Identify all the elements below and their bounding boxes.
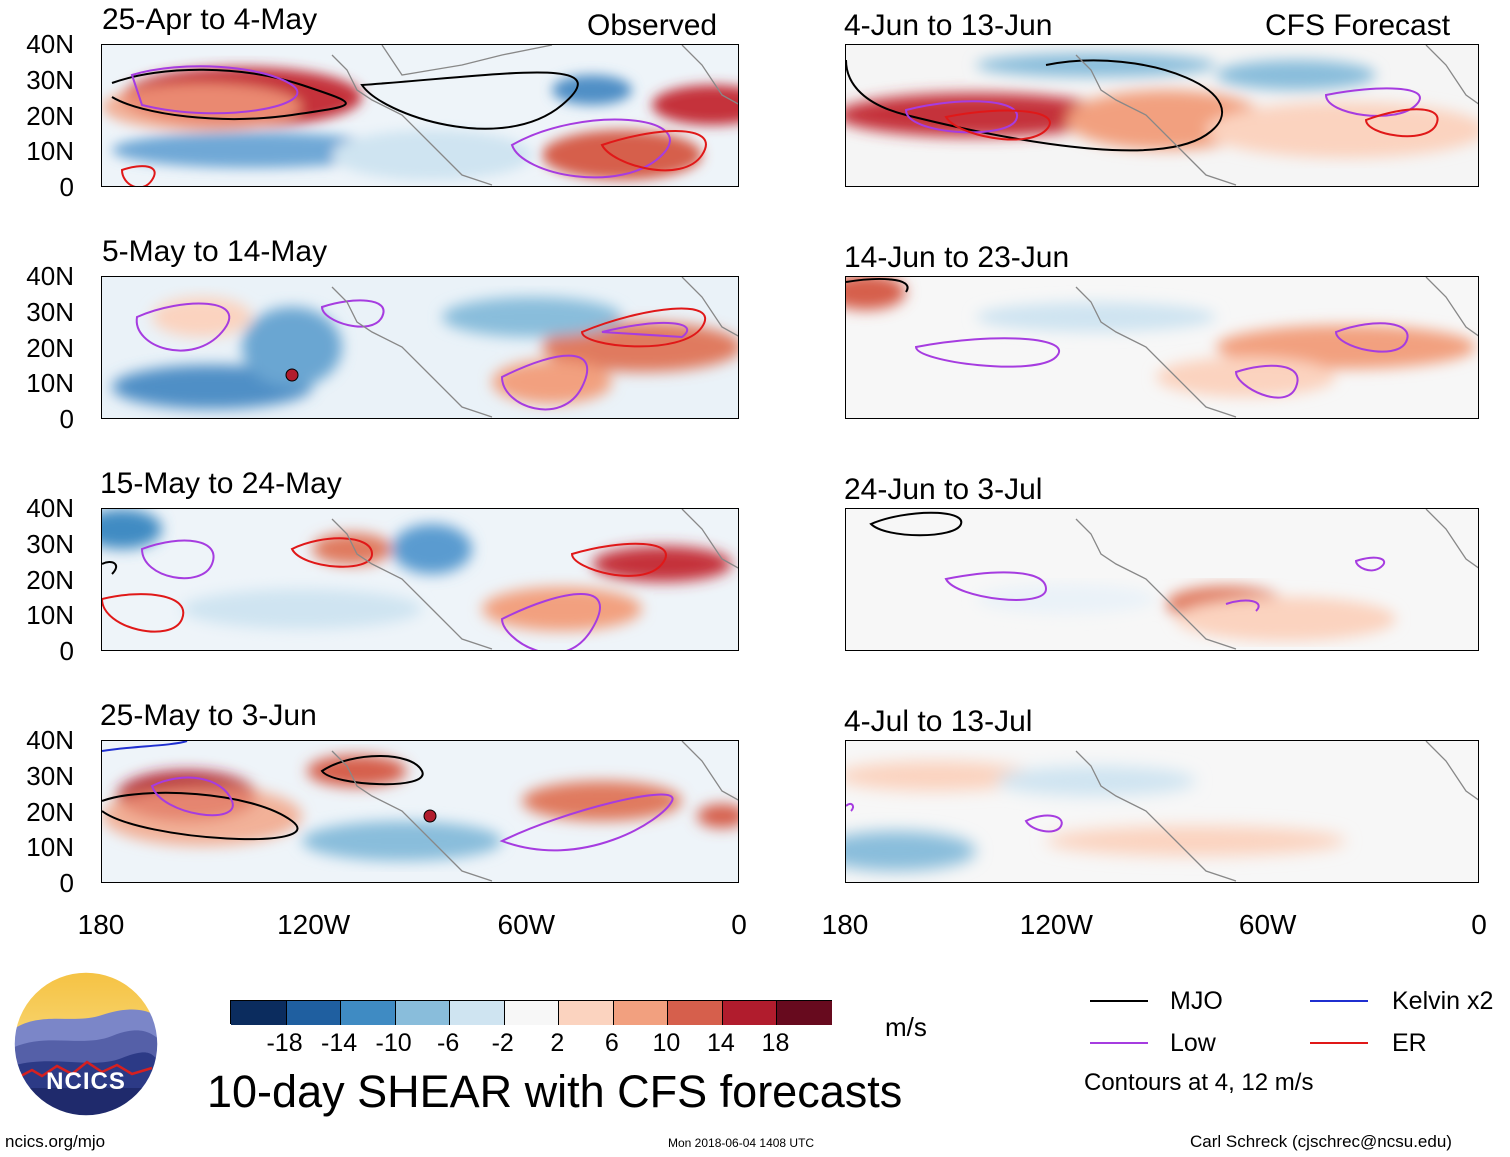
y-tick-label: 30N: [26, 296, 74, 327]
colorbar-swatch: [558, 1001, 614, 1025]
forecast-label: CFS Forecast: [1265, 9, 1451, 42]
panel-title-fc-2: 14-Jun to 23-Jun: [844, 241, 1070, 274]
map-panel-fc-4: [845, 740, 1479, 883]
y-tick-label: 0: [59, 172, 74, 202]
colorbar-swatch: [394, 1001, 451, 1025]
colorbar-label: -18: [266, 1029, 303, 1057]
colorbar-label: 18: [761, 1029, 790, 1057]
panel-title-fc-4: 4-Jul to 13-Jul: [844, 705, 1033, 738]
panel-title-fc-3: 24-Jun to 3-Jul: [844, 473, 1043, 506]
y-tick-label: 10N: [26, 368, 74, 399]
legend-label-kelvin: Kelvin x2: [1392, 987, 1494, 1015]
y-tick-label: 0: [59, 636, 74, 666]
x-tick-label: 0: [731, 909, 747, 940]
y-tick-label: 40N: [26, 725, 74, 755]
colorbar-swatch: [503, 1001, 560, 1025]
y-tick-label: 10N: [26, 136, 74, 167]
y-tick-label: 40N: [26, 261, 74, 291]
y-tick-label: 20N: [26, 796, 74, 827]
legend-line-kelvin: [1310, 1000, 1368, 1002]
shear-field-fc-1: [846, 45, 1478, 186]
website-link[interactable]: ncics.org/mjo: [5, 1132, 106, 1151]
y-tick-label: 10N: [26, 600, 74, 631]
colorbar-swatch: [721, 1001, 778, 1025]
x-tick-label: 120W: [1019, 909, 1093, 940]
map-panel-fc-1: [845, 44, 1479, 187]
colorbar-swatch: [612, 1001, 669, 1025]
colorbar-swatch: [776, 1001, 832, 1025]
panel-title-obs-3: 15-May to 24-May: [100, 467, 342, 500]
shear-field-obs-1: [102, 45, 738, 186]
shear-field-fc-2: [846, 277, 1478, 418]
x-tick-label: 180: [821, 909, 869, 940]
y-tick-label: 20N: [26, 100, 74, 131]
legend-line-er: [1310, 1042, 1368, 1044]
timestamp: Mon 2018-06-04 1408 UTC: [668, 1136, 815, 1150]
shear-field-obs-3: [102, 509, 738, 650]
ncics-logo: NCICS: [12, 970, 160, 1118]
colorbar-label: 2: [550, 1029, 565, 1057]
panel-title-obs-2: 5-May to 14-May: [102, 235, 328, 268]
colorbar-swatch: [285, 1001, 342, 1025]
y-tick-label: 30N: [26, 64, 74, 95]
x-tick-label: 60W: [1238, 909, 1297, 940]
legend-label-low: Low: [1170, 1029, 1216, 1057]
shear-field-obs-2: [102, 277, 738, 418]
observed-label: Observed: [587, 9, 718, 42]
colorbar-swatch: [231, 1001, 287, 1025]
shear-field-obs-4: [102, 741, 738, 882]
y-tick-label: 40N: [26, 493, 74, 523]
x-tick-label: 60W: [497, 909, 556, 940]
y-tick-label: 10N: [26, 832, 74, 863]
colorbar-label: -2: [491, 1029, 514, 1057]
map-panel-obs-2: [101, 276, 739, 419]
y-tick-label: 30N: [26, 760, 74, 791]
logo-text: NCICS: [46, 1068, 126, 1095]
colorbar-label: -6: [437, 1029, 460, 1057]
units-label: m/s: [885, 1012, 927, 1042]
map-panel-obs-3: [101, 508, 739, 651]
legend-label-mjo: MJO: [1170, 987, 1223, 1015]
colorbar: [230, 1000, 832, 1025]
author-credit: Carl Schreck (cjschrec@ncsu.edu): [1190, 1132, 1452, 1151]
x-tick-label: 180: [77, 909, 125, 940]
x-tick-label: 120W: [277, 909, 351, 940]
colorbar-label: -14: [321, 1029, 358, 1057]
y-tick-label: 40N: [26, 29, 74, 59]
colorbar-swatch: [340, 1001, 396, 1025]
legend-label-er: ER: [1392, 1029, 1427, 1057]
colorbar-label: 14: [707, 1029, 735, 1057]
y-tick-label: 0: [59, 868, 74, 898]
shear-field-fc-3: [846, 509, 1478, 650]
shear-field-fc-4: [846, 741, 1478, 882]
panel-title-obs-4: 25-May to 3-Jun: [100, 699, 317, 732]
colorbar-swatch: [449, 1001, 505, 1025]
panel-title-fc-1: 4-Jun to 13-Jun: [844, 9, 1053, 42]
y-tick-label: 0: [59, 404, 74, 434]
colorbar-label: 10: [652, 1029, 681, 1057]
y-tick-label: 30N: [26, 528, 74, 559]
colorbar-swatch: [667, 1001, 723, 1025]
panel-title-obs-1: 25-Apr to 4-May: [102, 3, 318, 36]
map-panel-obs-4: [101, 740, 739, 883]
colorbar-label: 6: [604, 1029, 619, 1057]
legend-line-mjo: [1090, 1000, 1148, 1002]
y-tick-label: 20N: [26, 332, 74, 363]
main-title: 10-day SHEAR with CFS forecasts: [207, 1066, 903, 1117]
contour-note: Contours at 4, 12 m/s: [1084, 1069, 1314, 1096]
y-tick-label: 20N: [26, 564, 74, 595]
map-panel-fc-3: [845, 508, 1479, 651]
legend-line-low: [1090, 1042, 1148, 1044]
colorbar-label: -10: [375, 1029, 412, 1057]
map-panel-fc-2: [845, 276, 1479, 419]
x-tick-label: 0: [1471, 909, 1487, 940]
map-panel-obs-1: [101, 44, 739, 187]
